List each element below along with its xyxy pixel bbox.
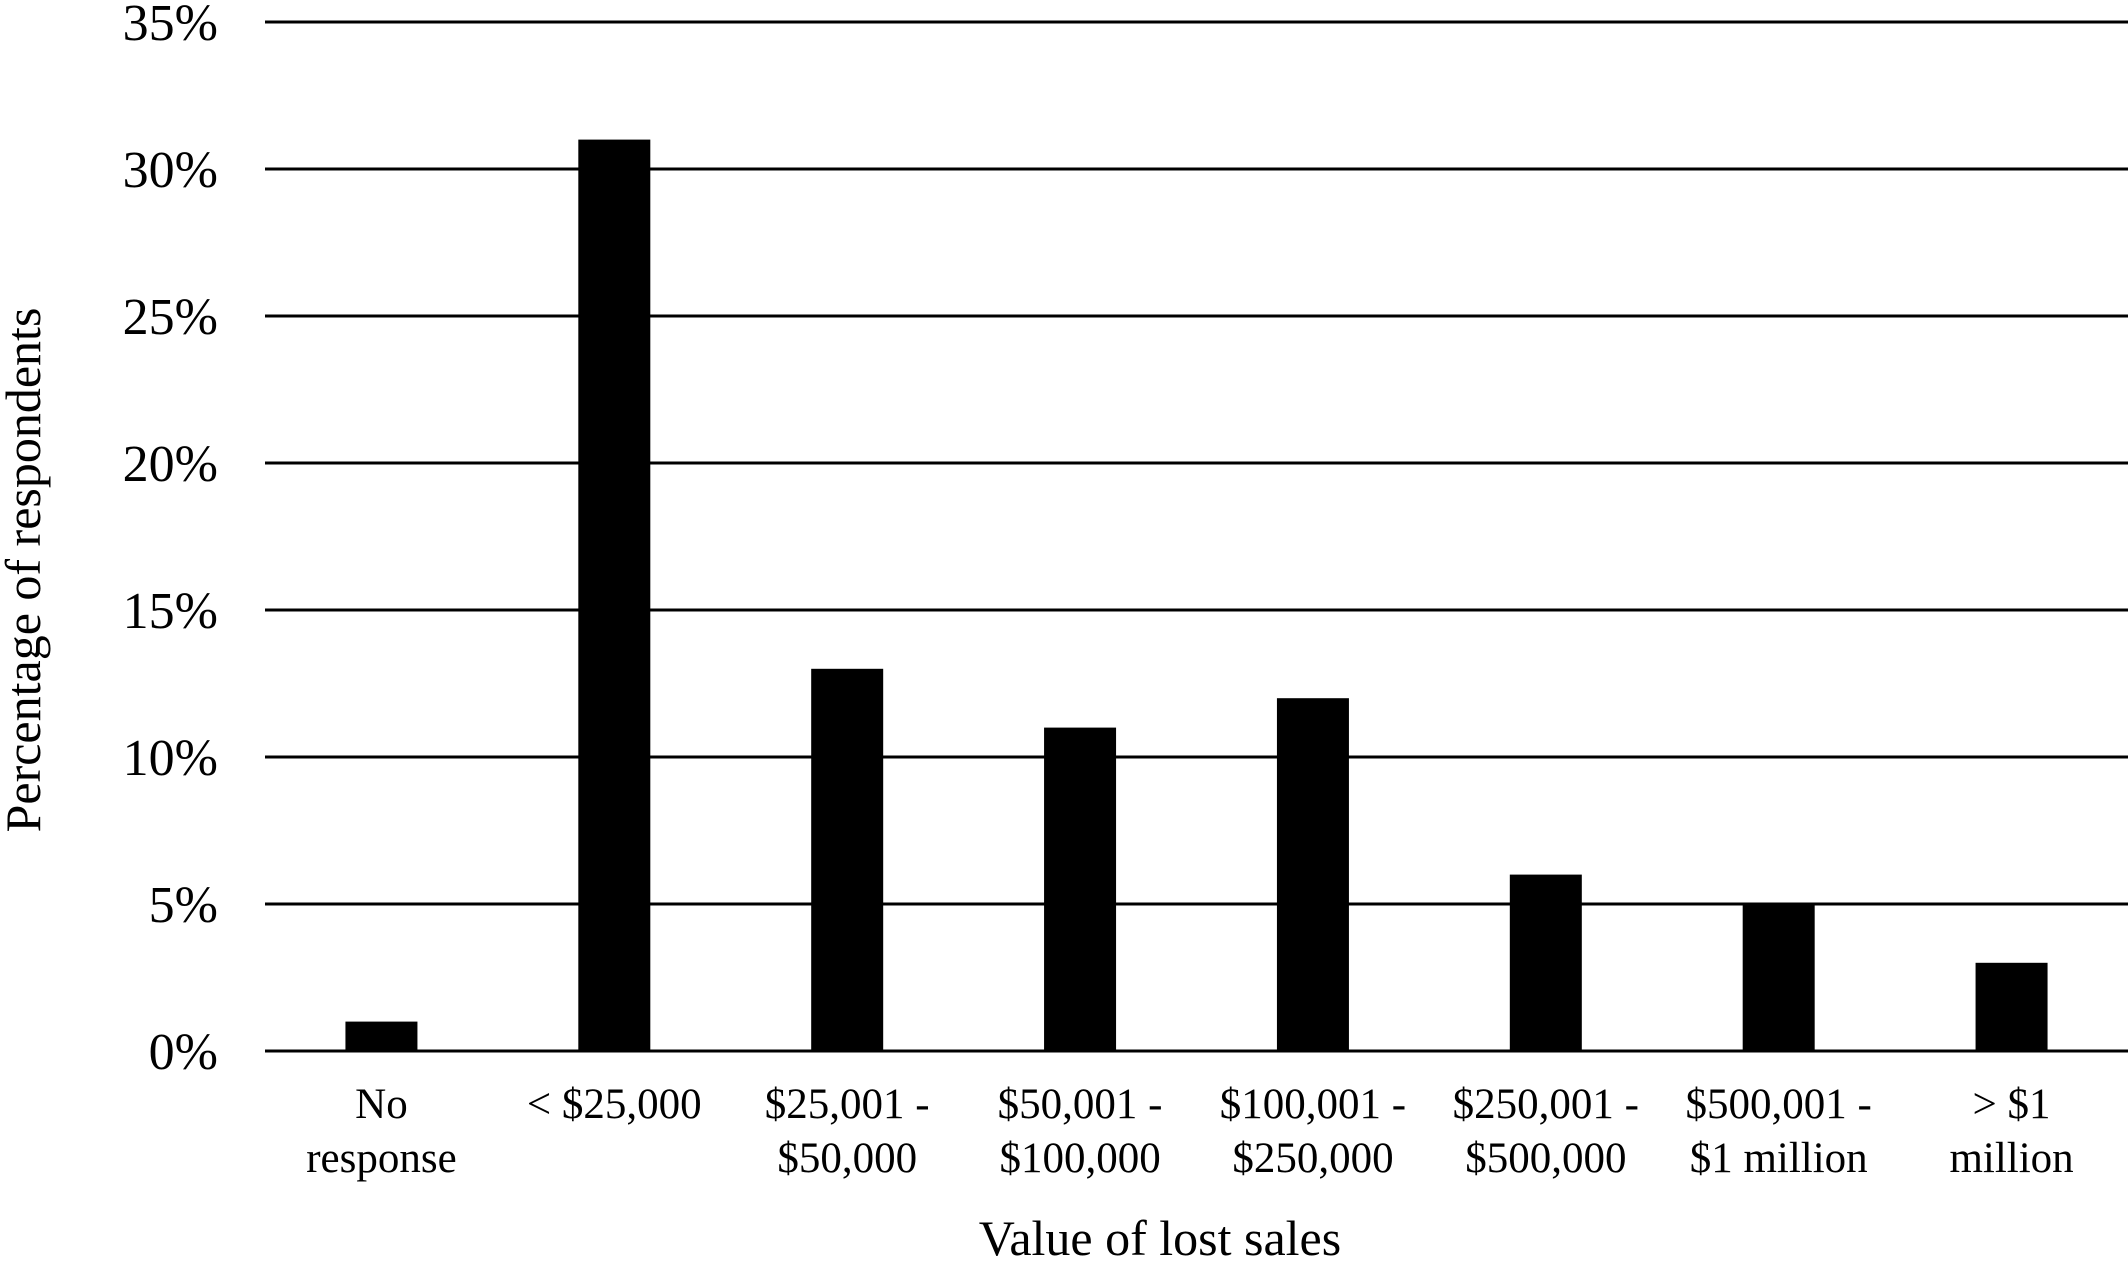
- x-axis-title: Value of lost sales: [979, 1210, 1341, 1266]
- bar: [1742, 904, 1815, 1051]
- y-tick-label: 5%: [149, 877, 218, 934]
- x-category-label: $1 million: [1690, 1135, 1868, 1182]
- x-category-label: < $25,000: [527, 1081, 702, 1128]
- x-category-label: response: [306, 1135, 456, 1182]
- x-category-label: $25,001 -: [765, 1081, 930, 1128]
- x-category-label: $250,000: [1232, 1135, 1393, 1182]
- bar: [1975, 962, 2048, 1051]
- y-tick-label: 25%: [123, 289, 218, 346]
- gridlines: [265, 20, 2128, 1053]
- bar: [1509, 874, 1582, 1051]
- x-category-label: $50,001 -: [998, 1081, 1163, 1128]
- x-category-label: $50,000: [777, 1135, 917, 1182]
- bar: [345, 1021, 418, 1051]
- bars: [345, 139, 2048, 1052]
- y-tick-label: 10%: [123, 730, 218, 787]
- y-tick-label: 35%: [123, 0, 218, 52]
- x-category-label: $100,000: [999, 1135, 1160, 1182]
- x-category-label: > $1: [1973, 1081, 2051, 1128]
- x-category-label: $500,001 -: [1686, 1081, 1872, 1128]
- x-category-label: No: [355, 1081, 408, 1128]
- x-category-label: $250,001 -: [1453, 1081, 1639, 1128]
- y-tick-label: 30%: [123, 142, 218, 199]
- x-category-label: million: [1949, 1135, 2073, 1182]
- y-tick-label: 0%: [149, 1024, 218, 1081]
- x-category-label: $500,000: [1465, 1135, 1626, 1182]
- x-category-label: $100,001 -: [1220, 1081, 1406, 1128]
- x-axis-categories: No response < $25,000 $25,001 - $50,000 $50,0…: [306, 1081, 2073, 1182]
- y-tick-label: 15%: [123, 583, 218, 640]
- y-axis-title: Percentage of respondents: [0, 308, 51, 833]
- bar: [811, 668, 884, 1051]
- y-tick-label: 20%: [123, 436, 218, 493]
- bar: [1276, 698, 1349, 1051]
- y-axis-ticks: 0% 5% 10% 15% 20% 25% 30% 35%: [123, 0, 218, 1081]
- bar: [1044, 727, 1117, 1051]
- bar: [578, 139, 651, 1052]
